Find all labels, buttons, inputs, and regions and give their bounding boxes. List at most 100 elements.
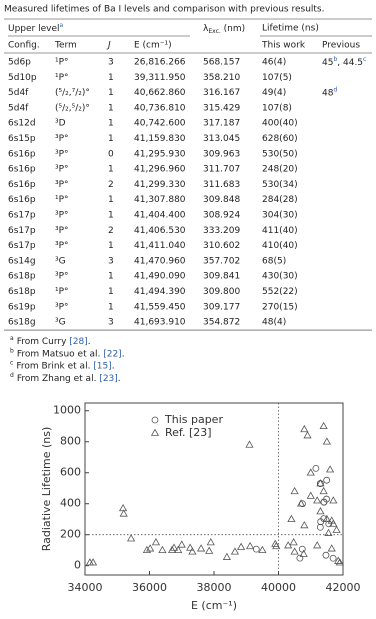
data-point [142, 545, 152, 554]
footnote: c From Brink et al. [15]. [10, 359, 115, 371]
data-point [319, 486, 328, 495]
cell-term: ³P° [55, 241, 69, 251]
cell-j: 1 [108, 73, 114, 83]
data-point [334, 556, 343, 564]
cell-e: 26,816.266 [134, 58, 186, 68]
reference-link: [15] [93, 361, 111, 371]
data-point [296, 499, 306, 507]
cell-config: 5d10p [8, 73, 37, 83]
footnote-mark: a [10, 335, 14, 342]
cell-j: 3 [108, 58, 114, 68]
x-tick-label: 36000 [132, 581, 167, 594]
cell-j: 1 [108, 272, 114, 282]
data-point [237, 542, 246, 550]
cell-term: ³P° [55, 226, 69, 236]
data-point [316, 507, 325, 515]
cell-e: 41,411.040 [134, 241, 186, 251]
data-point [287, 514, 296, 523]
previous-value: , 44.5 [337, 58, 363, 68]
data-point [245, 440, 254, 448]
cell-e: 41,559.450 [134, 302, 186, 312]
data-point [300, 521, 309, 529]
footnote-end: . [88, 337, 91, 347]
cell-previous: 45b, 44.5c [322, 56, 366, 68]
cell-config: 6s12d [8, 119, 36, 129]
cell-lambda: 309.841 [203, 272, 240, 282]
cell-j: 1 [108, 119, 114, 129]
data-point [158, 545, 167, 554]
cell-config: 6s16p [8, 195, 36, 205]
data-point [88, 558, 98, 566]
data-point [323, 476, 331, 484]
data-point [252, 545, 260, 553]
y-tick-label: 1000 [53, 404, 81, 417]
data-point [174, 545, 183, 554]
footnote-mark: d [10, 372, 14, 379]
footnote-text: From Curry [17, 337, 70, 347]
cell-lifetime: 270(15) [262, 302, 298, 312]
cell-term: ¹P° [55, 73, 69, 83]
cell-lifetime: 530(34) [262, 180, 298, 190]
data-point [284, 541, 293, 549]
cell-term: ¹P° [55, 58, 69, 68]
data-point [230, 547, 240, 555]
cell-lambda: 309.177 [203, 302, 240, 312]
cell-lambda: 313.045 [203, 134, 240, 144]
data-point [312, 464, 320, 472]
cell-e: 41,299.330 [134, 180, 186, 190]
footnote-mark: b [10, 347, 14, 354]
cell-term: ³D [55, 119, 66, 129]
column-header: E (cm⁻¹) [134, 41, 172, 51]
data-point [332, 525, 341, 533]
data-point [323, 495, 330, 503]
cell-config: 6s16p [8, 149, 36, 159]
data-point [327, 544, 336, 552]
data-point [119, 509, 128, 517]
cell-e: 41,296.960 [134, 165, 186, 175]
x-axis-label: E (cm⁻¹) [191, 599, 237, 612]
data-point [335, 558, 344, 566]
cell-lifetime: 400(40) [262, 119, 298, 129]
data-point [205, 546, 214, 554]
cell-e: 41,404.400 [134, 211, 186, 221]
cell-e: 40,736.810 [134, 103, 186, 113]
data-point [206, 538, 215, 546]
cell-j: 3 [108, 256, 114, 266]
cell-e: 41,693.910 [134, 318, 186, 328]
footnote: a From Curry [28]. [10, 335, 91, 347]
group-header: Upper levela [8, 22, 64, 34]
footnote-text: From Zhang et al. [17, 374, 100, 384]
data-point [258, 545, 267, 554]
data-point [118, 503, 128, 512]
cell-j: 2 [108, 226, 114, 236]
footnote-mark: b [333, 56, 337, 63]
cell-j: 1 [108, 134, 114, 144]
cell-e: 41,494.390 [134, 287, 186, 297]
cell-lifetime: 430(30) [262, 272, 298, 282]
cell-lambda: 316.167 [203, 88, 240, 98]
x-tick-label: 42000 [326, 581, 361, 594]
cell-j: 2 [108, 180, 114, 190]
previous-value: 45 [322, 58, 333, 68]
data-point [127, 534, 136, 542]
cell-j: 1 [108, 165, 114, 175]
data-point [324, 528, 333, 536]
cell-lifetime: 46(4) [262, 58, 286, 68]
footnote-mark: c [363, 56, 366, 63]
cell-j: 3 [108, 318, 114, 328]
footnote-text: From Brink et al. [16, 361, 93, 371]
cell-e: 41,406.530 [134, 226, 186, 236]
cell-e: 41,470.960 [134, 256, 186, 266]
reference-link: [22] [103, 349, 121, 359]
footnote-mark: c [10, 359, 13, 366]
previous-value: 48 [322, 88, 334, 98]
data-point [325, 520, 333, 528]
cell-previous: 48d [322, 86, 337, 98]
cell-j: 1 [108, 103, 114, 113]
cell-e: 40,662.860 [134, 88, 186, 98]
cell-lambda: 311.707 [203, 165, 240, 175]
y-tick-label: 800 [60, 435, 81, 448]
cell-config: 6s15p [8, 134, 36, 144]
cell-config: 6s18p [8, 272, 36, 282]
cell-config: 6s17p [8, 226, 36, 236]
